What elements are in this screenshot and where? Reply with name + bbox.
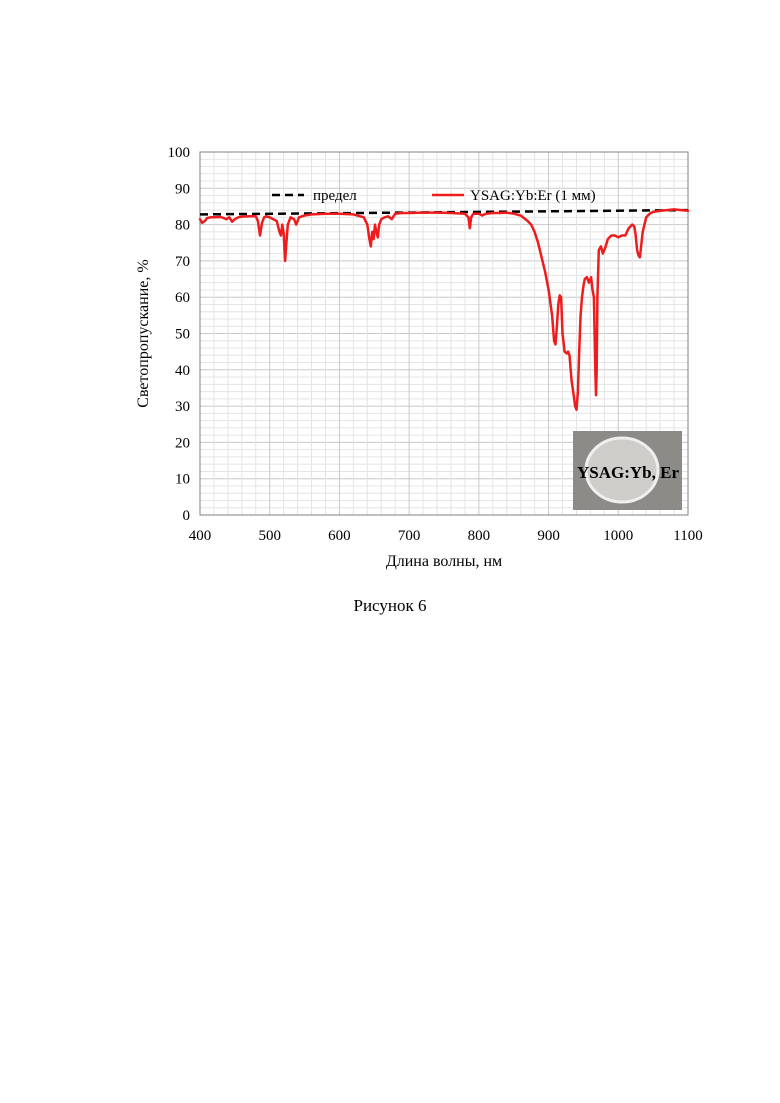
- y-tick-label: 40: [175, 363, 190, 379]
- x-tick-label: 800: [468, 528, 491, 544]
- sample-photo-inset: YSAG:Yb, Er: [573, 431, 682, 510]
- x-tick-label: 500: [258, 528, 281, 544]
- y-tick-label: 20: [175, 435, 190, 451]
- x-tick-label: 400: [189, 528, 212, 544]
- x-tick-label: 1000: [603, 528, 633, 544]
- y-tick-label: 10: [175, 472, 190, 488]
- legend-label-1: YSAG:Yb:Er (1 мм): [470, 188, 596, 204]
- y-axis-title: Светопропускание, %: [135, 259, 152, 407]
- y-tick-label: 60: [175, 290, 190, 306]
- transmission-chart: 0 10 20 30 40 50 60 70 80 90 100 400 500 600 700 800 900…: [0, 0, 780, 640]
- legend: предел YSAG:Yb:Er (1 мм): [272, 188, 596, 204]
- y-tick-label: 0: [183, 508, 191, 524]
- x-tick-label: 900: [537, 528, 560, 544]
- y-tick-label: 90: [175, 181, 190, 197]
- y-tick-label: 50: [175, 327, 190, 343]
- y-tick-label: 80: [175, 218, 190, 234]
- y-tick-label: 30: [175, 399, 190, 415]
- figure-caption: Рисунок 6: [0, 596, 780, 616]
- sample-photo-label: YSAG:Yb, Er: [577, 463, 679, 482]
- y-tick-label: 70: [175, 254, 190, 270]
- x-tick-label: 600: [328, 528, 351, 544]
- x-tick-label: 1100: [673, 528, 702, 544]
- x-axis-title: Длина волны, нм: [386, 553, 502, 570]
- legend-label-0: предел: [313, 188, 357, 204]
- y-tick-label: 100: [168, 145, 191, 161]
- x-tick-label: 700: [398, 528, 421, 544]
